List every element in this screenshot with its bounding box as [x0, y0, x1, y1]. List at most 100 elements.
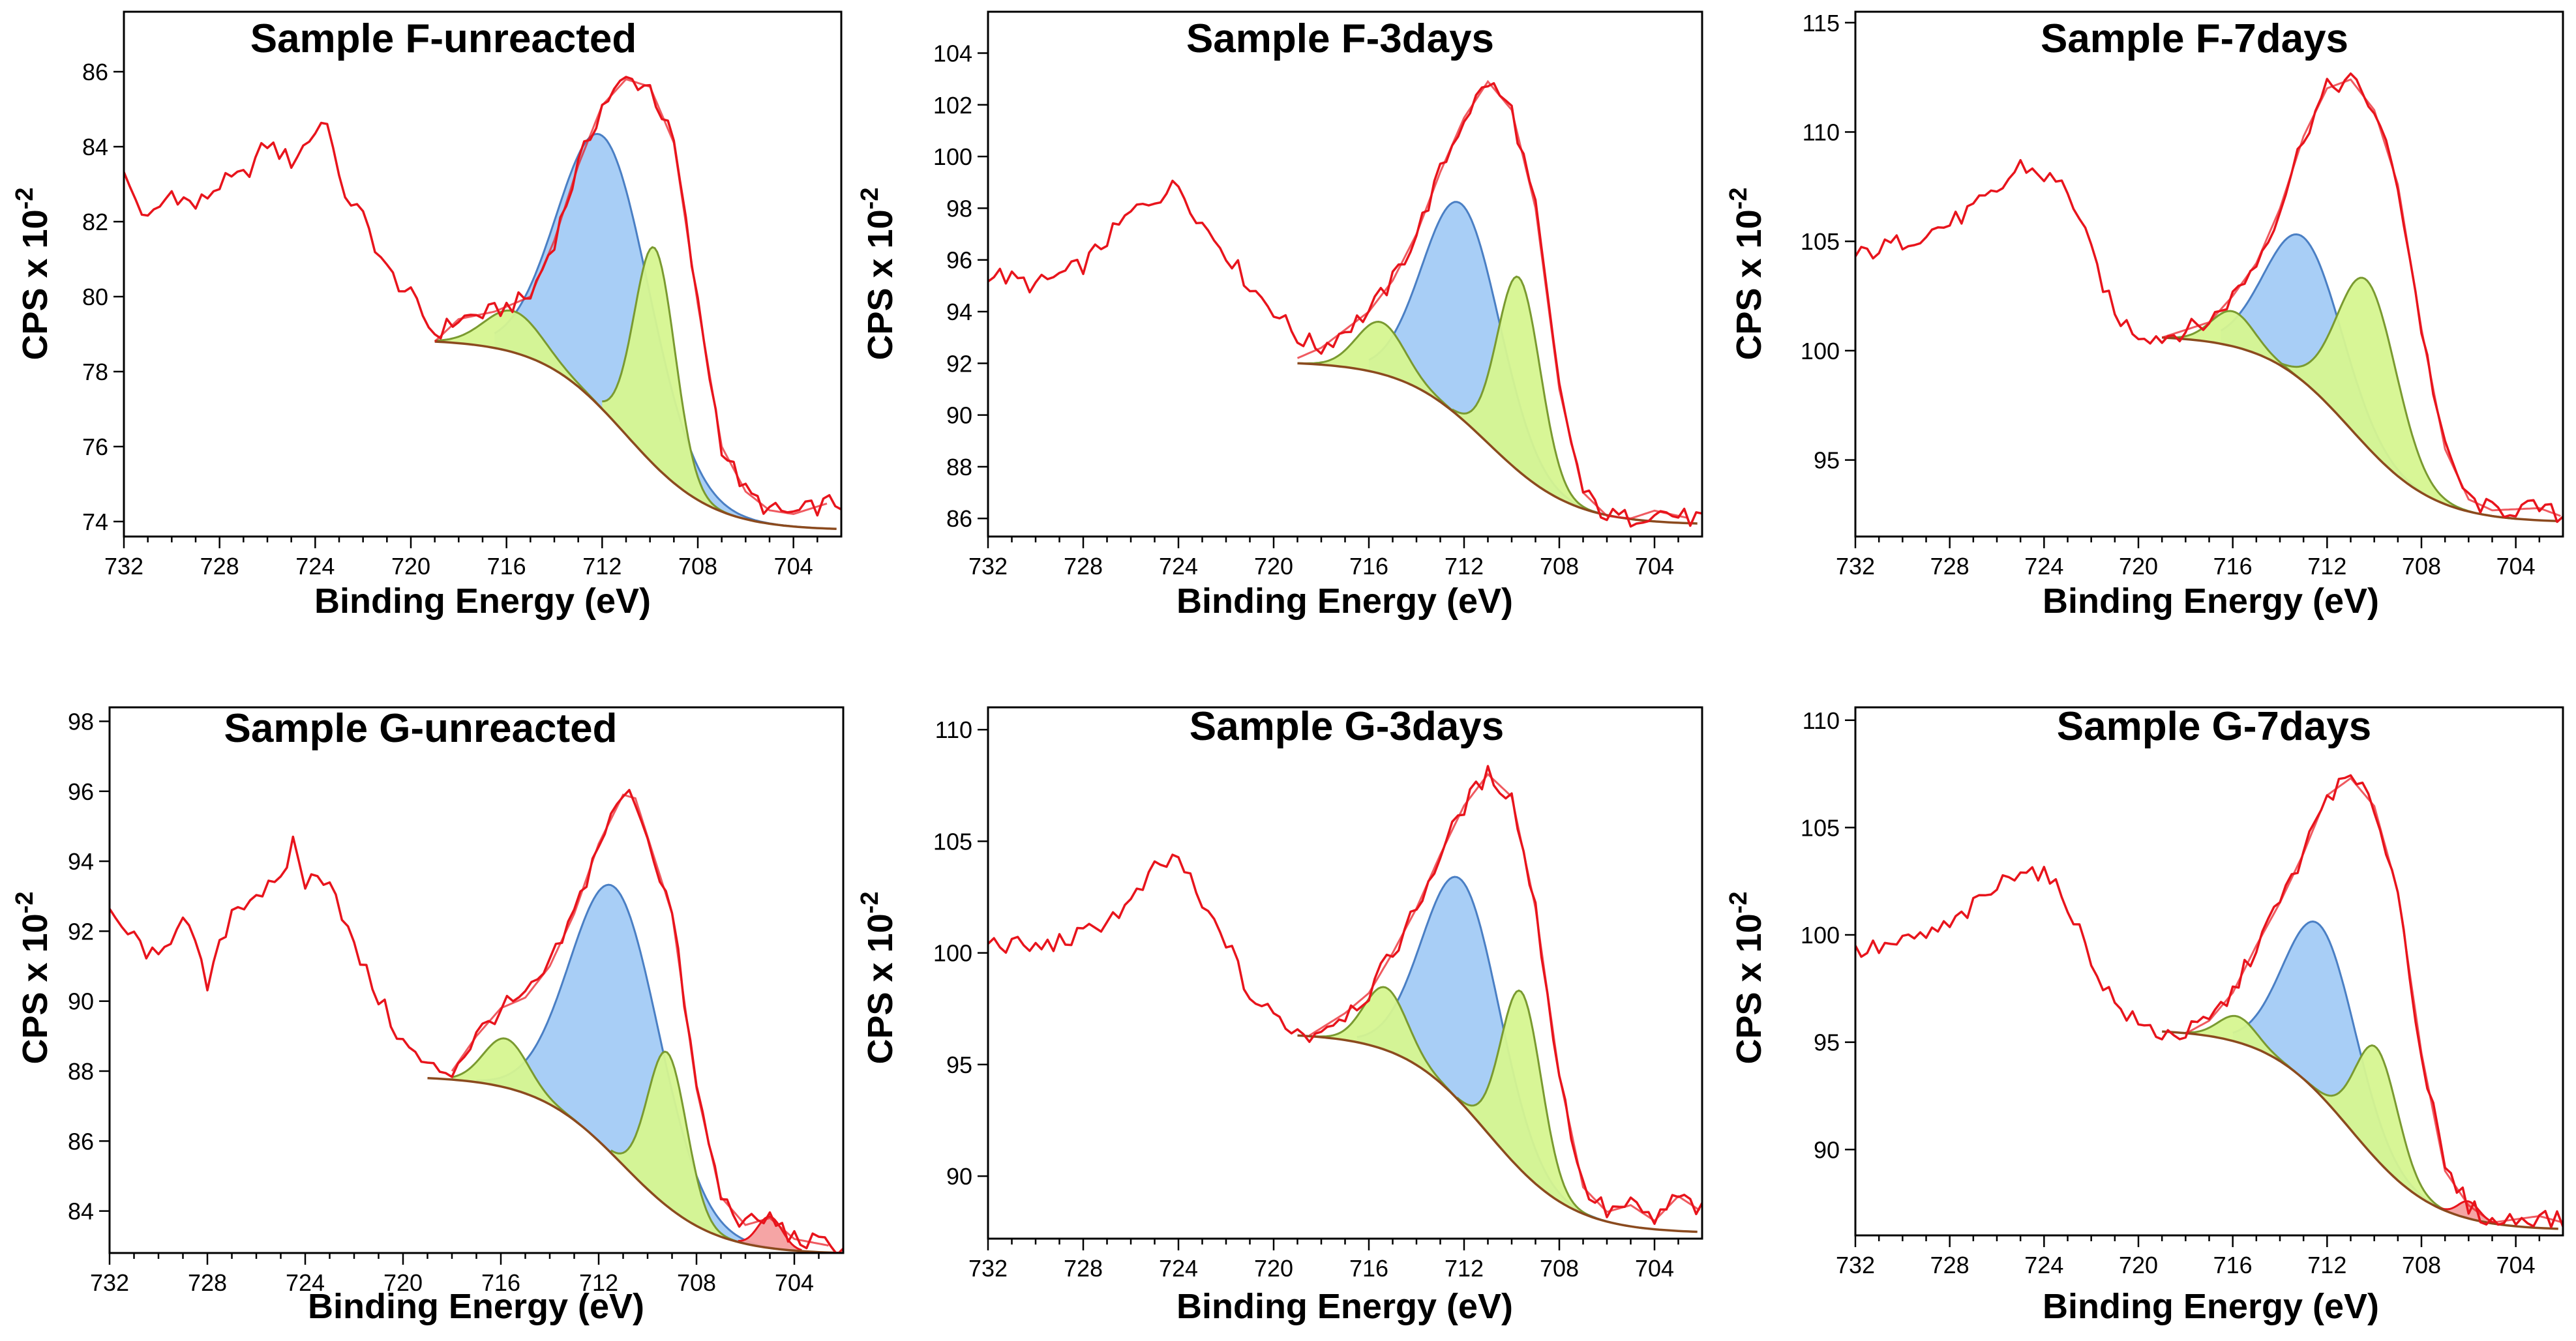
peak-sat-2	[2185, 1016, 2304, 1079]
chart-title: Sample G-7days	[2057, 704, 2371, 749]
y-tick-label: 84	[68, 1198, 94, 1225]
y-axis-label: CPS x 10-2	[1725, 188, 1769, 361]
y-tick-label: 96	[68, 778, 94, 805]
peak-sat-1	[602, 247, 794, 527]
plot-frame	[108, 706, 845, 1254]
y-tick-label: 90	[68, 988, 94, 1015]
y-tick-label: 90	[946, 402, 972, 429]
x-tick-label: 728	[1930, 1252, 1969, 1278]
peak-sat-1	[2303, 1045, 2504, 1226]
fit-envelope	[1296, 80, 1688, 520]
plot-area	[988, 765, 1702, 1233]
plot-area	[110, 789, 843, 1253]
chart-panel-F-7days: 732 728 724 720 716 712 708 704 95 100 105 110 115 Sa…	[1725, 10, 2564, 621]
y-tick-label: 76	[82, 434, 108, 460]
y-axis-label: CPS x 10-2	[856, 188, 900, 361]
plot-frame	[987, 10, 1703, 538]
x-tick-label: 720	[1254, 1255, 1293, 1282]
plot-area	[1855, 72, 2563, 523]
background-line	[427, 1076, 839, 1253]
x-axis-label: Binding Energy (eV)	[314, 582, 651, 621]
x-tick-label: 712	[2307, 553, 2346, 580]
peak-outline-sat-2	[1297, 320, 1465, 422]
y-tick-label: 95	[1814, 447, 1840, 474]
x-tick-label: 724	[2024, 1252, 2063, 1278]
y-tick-label: 92	[946, 350, 972, 377]
peak-sat-1	[2268, 278, 2516, 519]
x-axis-label: Binding Energy (eV)	[1176, 1287, 1513, 1326]
chart-panel-G-3days: 732 728 724 720 716 712 708 704 90 95 100 105 110 Sam…	[856, 704, 1703, 1326]
y-tick-label: 94	[946, 299, 972, 325]
y-tick-label: 100	[1801, 338, 1840, 364]
y-axis-label: CPS x 10-2	[11, 892, 55, 1065]
x-tick-label: 712	[582, 553, 622, 580]
peak-outline-sat-2	[434, 309, 603, 409]
x-tick-label: 728	[1064, 1255, 1103, 1282]
y-tick-label: 110	[935, 716, 972, 743]
x-tick-label: 712	[2307, 1252, 2346, 1278]
x-tick-label: 728	[1064, 553, 1103, 580]
y-tick-label: 86	[946, 505, 972, 532]
y-tick-label: 90	[946, 1163, 972, 1190]
x-tick-label: 716	[1349, 553, 1388, 580]
peak-sat-1	[1452, 276, 1655, 522]
peak-main-0	[476, 885, 794, 1251]
peak-outline-main-0	[476, 883, 795, 1252]
peak-outline-minor-3	[738, 1215, 802, 1251]
x-axis-label: Binding Energy (eV)	[2043, 582, 2379, 621]
y-tick-label: 115	[1803, 10, 1840, 37]
y-tick-label: 82	[82, 209, 108, 235]
chart-title: Sample G-unreacted	[224, 706, 618, 751]
y-tick-label: 98	[68, 708, 94, 735]
x-tick-label: 732	[90, 1269, 129, 1296]
peak-sat-2	[434, 310, 603, 409]
y-tick-label: 88	[946, 454, 972, 480]
x-tick-label: 704	[1635, 1255, 1674, 1282]
peak-outline-sat-2	[2162, 310, 2305, 383]
y-tick-label: 78	[82, 359, 108, 385]
raw-spectrum-line	[1855, 72, 2563, 523]
y-tick-label: 86	[68, 1128, 94, 1155]
x-tick-label: 716	[2213, 1252, 2253, 1278]
x-tick-label: 708	[678, 553, 717, 580]
y-tick-label: 74	[82, 508, 108, 535]
chart-panel-F-3days: 732 728 724 720 716 712 708 704 86 88 90 92 94 96 98 10…	[856, 10, 1703, 621]
x-tick-label: 732	[104, 553, 143, 580]
chart-title: Sample F-3days	[1186, 16, 1494, 61]
peak-sat-2	[2162, 311, 2304, 382]
x-tick-label: 712	[579, 1269, 618, 1296]
chart-title: Sample F-unreacted	[250, 16, 637, 61]
y-tick-label: 95	[1814, 1029, 1840, 1056]
x-tick-label: 728	[200, 553, 239, 580]
y-tick-label: 95	[946, 1052, 972, 1078]
x-tick-label: 704	[774, 553, 813, 580]
y-tick-label: 100	[933, 940, 972, 967]
plot-area	[124, 76, 841, 531]
background-line	[2162, 336, 2558, 523]
peak-minor-3	[738, 1216, 802, 1252]
x-tick-label: 708	[2402, 1252, 2441, 1278]
x-tick-label: 708	[2402, 553, 2441, 580]
x-tick-label: 728	[1930, 553, 1969, 580]
x-tick-label: 720	[383, 1269, 423, 1296]
x-tick-label: 724	[1159, 1255, 1198, 1282]
peak-sat-1	[610, 1052, 783, 1250]
raw-spectrum-line	[1855, 774, 2563, 1229]
raw-spectrum-line	[988, 81, 1702, 528]
x-tick-label: 728	[188, 1269, 227, 1296]
x-tick-label: 732	[1836, 553, 1875, 580]
peak-main-0	[1369, 201, 1655, 522]
y-tick-label: 105	[933, 828, 972, 855]
chart-title: Sample G-3days	[1190, 704, 1504, 749]
x-tick-label: 712	[1445, 553, 1484, 580]
y-tick-label: 80	[82, 284, 108, 310]
y-tick-label: 105	[1801, 228, 1840, 255]
y-axis-label: CPS x 10-2	[1725, 892, 1769, 1065]
y-tick-label: 104	[933, 40, 972, 66]
x-tick-label: 704	[775, 1269, 814, 1296]
y-axis-label: CPS x 10-2	[11, 188, 55, 361]
x-tick-label: 716	[481, 1269, 520, 1296]
plot-area	[1855, 774, 2563, 1230]
x-tick-label: 724	[2024, 553, 2063, 580]
